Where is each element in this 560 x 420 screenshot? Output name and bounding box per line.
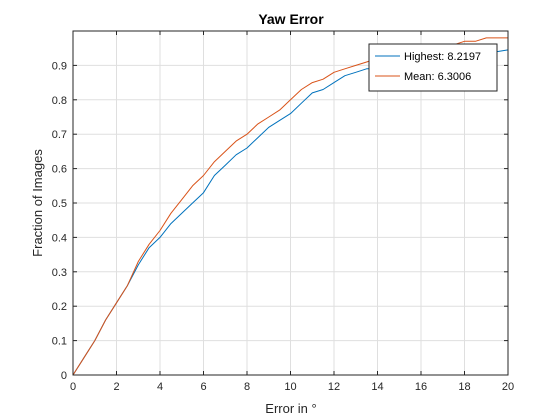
y-tick-label: 0 bbox=[61, 370, 67, 382]
y-tick-label: 0.5 bbox=[52, 198, 67, 210]
x-tick-label: 16 bbox=[415, 381, 427, 393]
y-tick-label: 0.1 bbox=[52, 336, 67, 348]
x-tick-label: 18 bbox=[458, 381, 470, 393]
legend-entry-mean: Mean: 6.3006 bbox=[404, 71, 471, 83]
x-tick-label: 0 bbox=[70, 381, 76, 393]
y-tick-label: 0.9 bbox=[52, 60, 67, 72]
x-tick-label: 10 bbox=[284, 381, 296, 393]
x-tick-label: 2 bbox=[113, 381, 119, 393]
x-tick-label: 6 bbox=[200, 381, 206, 393]
y-tick-label: 0.6 bbox=[52, 164, 67, 176]
legend: Highest: 8.2197 Mean: 6.3006 bbox=[369, 44, 497, 91]
x-tick-label: 4 bbox=[157, 381, 163, 393]
y-axis-label: Fraction of Images bbox=[30, 149, 45, 257]
y-tick-label: 0.7 bbox=[52, 129, 67, 141]
y-tick-label: 0.8 bbox=[52, 95, 67, 107]
x-tick-label: 12 bbox=[328, 381, 340, 393]
x-tick-label: 20 bbox=[502, 381, 514, 393]
legend-entry-highest: Highest: 8.2197 bbox=[404, 51, 481, 63]
y-tick-label: 0.3 bbox=[52, 267, 67, 279]
chart-title: Yaw Error bbox=[258, 11, 324, 27]
y-tick-label: 0.2 bbox=[52, 301, 67, 313]
x-axis-label: Error in ° bbox=[265, 401, 316, 416]
y-tick-label: 0.4 bbox=[52, 232, 67, 244]
x-tick-label: 14 bbox=[371, 381, 383, 393]
x-tick-label: 8 bbox=[244, 381, 250, 393]
